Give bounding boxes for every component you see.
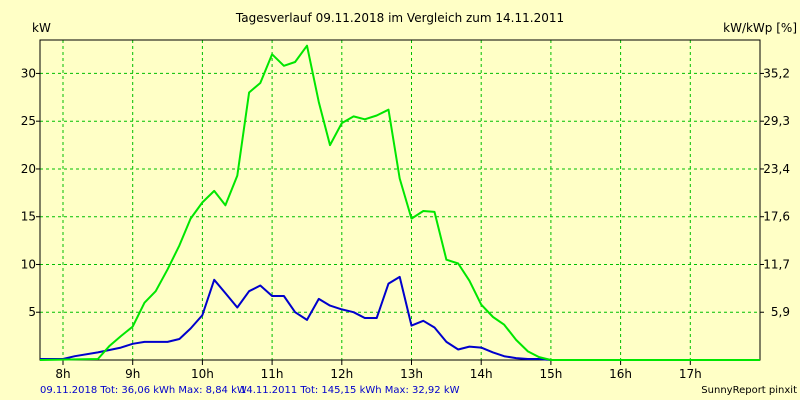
series-line-2 bbox=[39, 44, 760, 361]
y-left-tick-label-0: 5 bbox=[28, 305, 36, 319]
grid bbox=[40, 40, 760, 360]
x-tick-label-9: 17h bbox=[679, 367, 702, 381]
y-left-tick-label-3: 20 bbox=[21, 162, 36, 176]
footer-series1-summary: 09.11.2018 Tot: 36,06 kWh Max: 8,84 kW bbox=[40, 385, 247, 396]
footer-brand: SunnyReport pinxit bbox=[701, 385, 797, 396]
x-tick-label-3: 11h bbox=[261, 367, 284, 381]
left-axis-ticks: 5 10 15 20 25 30 bbox=[21, 66, 40, 319]
y-left-tick-label-2: 15 bbox=[21, 210, 36, 224]
x-axis-ticks: 8h 9h 10h 11h 12h 13h 14h 15h 16h 17h bbox=[55, 360, 702, 381]
series-line-1 bbox=[40, 275, 760, 361]
y-right-tick-label-2: 17,6 bbox=[763, 210, 790, 224]
y-right-tick-label-0: 5,9 bbox=[771, 305, 790, 319]
right-axis-label: kW/kWp [%] bbox=[723, 21, 797, 35]
x-tick-label-7: 15h bbox=[539, 367, 562, 381]
x-tick-label-1: 9h bbox=[125, 367, 140, 381]
series-lines bbox=[39, 44, 760, 361]
x-tick-label-4: 12h bbox=[330, 367, 353, 381]
x-tick-label-6: 14h bbox=[470, 367, 493, 381]
y-left-tick-label-5: 30 bbox=[21, 66, 36, 80]
x-tick-label-2: 10h bbox=[191, 367, 214, 381]
y-right-tick-label-1: 11,7 bbox=[763, 257, 790, 271]
x-tick-label-5: 13h bbox=[400, 367, 423, 381]
y-right-tick-label-4: 29,3 bbox=[763, 114, 790, 128]
y-right-tick-label-5: 35,2 bbox=[763, 66, 790, 80]
left-axis-label: kW bbox=[32, 21, 51, 35]
x-tick-label-0: 8h bbox=[55, 367, 70, 381]
right-axis-ticks: 5,9 11,7 17,6 23,4 29,3 35,2 bbox=[760, 66, 790, 319]
y-left-tick-label-1: 10 bbox=[21, 257, 36, 271]
y-right-tick-label-3: 23,4 bbox=[763, 162, 790, 176]
x-tick-label-8: 16h bbox=[609, 367, 632, 381]
chart-title: Tagesverlauf 09.11.2018 im Vergleich zum… bbox=[235, 11, 564, 25]
y-left-tick-label-4: 25 bbox=[21, 114, 36, 128]
plot-frame bbox=[39, 39, 761, 361]
footer-series2-summary: 14.11.2011 Tot: 145,15 kWh Max: 32,92 kW bbox=[240, 385, 460, 396]
